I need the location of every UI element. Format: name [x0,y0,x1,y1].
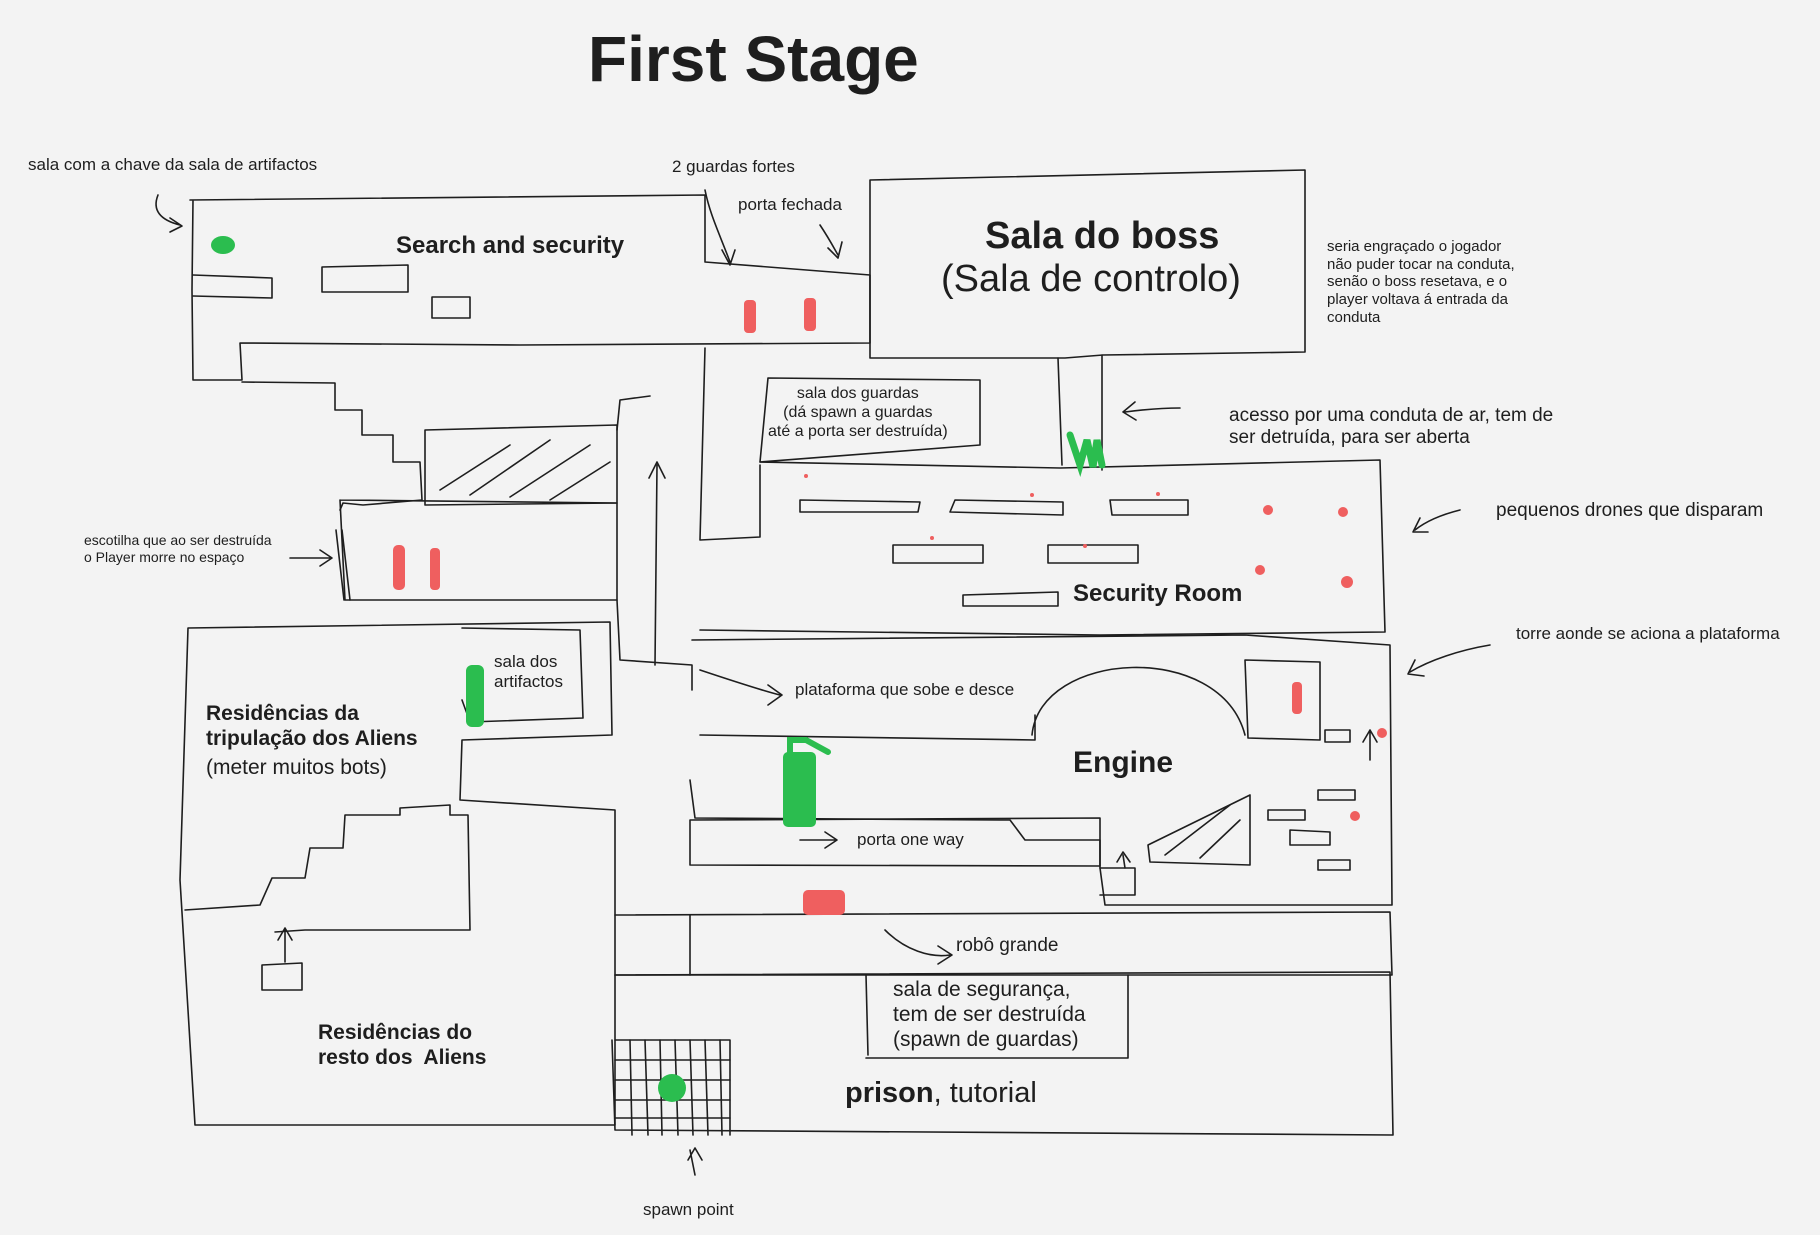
player-spawn [658,1074,686,1102]
note-key-room: sala com a chave da sala de artifactos [28,155,318,174]
note-big-robot: robô grande [956,935,1059,956]
room-security-chamber-label: sala de segurança, tem de ser destruída … [893,978,1086,1051]
tower-guard [1292,682,1302,714]
arrow-key-room [155,194,183,233]
boss-room-outline [869,169,1306,359]
room-boss-subtitle: (Sala de controlo) [941,258,1241,300]
key-item [211,236,235,254]
note-tower: torre aonde se aciona a plataforma [1516,624,1780,643]
artifact-item [466,665,484,727]
prison-bold: prison [845,1077,934,1109]
drone [1255,565,1265,575]
page-title: First Stage [588,23,919,95]
room-other-residences-label: Residências do resto dos Aliens [318,1021,487,1069]
room-prison-label: prison, tutorial [845,1076,1037,1110]
note-air-duct: acesso por uma conduta de ar, tem de ser… [1229,405,1554,449]
search-security-outline [189,194,871,381]
lower-corridor-outline [614,911,1393,976]
room-search-security-label: Search and security [396,232,625,259]
drone [1341,576,1353,588]
drone [1263,505,1273,515]
guards-room-outline [759,377,981,463]
prison-outline [611,971,1394,1136]
stairs-upper [241,381,423,511]
room-crew-residences-label: Residências da tripulação dos Aliens [206,702,418,750]
room-crew-residences-note: (meter muitos bots) [206,756,387,779]
strong-guard [744,300,756,333]
note-spawn-point: spawn point [643,1200,734,1219]
room-artifacts-label: sala dos artifactos [494,652,563,692]
prison-rest: , tutorial [933,1077,1037,1109]
stairs-lower [184,804,471,933]
strong-guard [804,298,816,331]
note-moving-platform: plataforma que sobe e desce [795,680,1015,699]
enemies-layer [393,298,1387,915]
hatch-guard [393,545,405,590]
drone [1338,507,1348,517]
player-items-layer [211,236,1106,1102]
note-drones: pequenos drones que disparam [1496,500,1764,521]
hatched-block [424,424,618,506]
note-strong-guards: 2 guardas fortes [672,157,795,176]
crew-residences-outline [179,621,616,1126]
room-engine-label: Engine [1073,746,1174,779]
moving-platform-lift [783,752,816,827]
note-closed-door: porta fechada [738,195,842,214]
note-boss-behavior: seria engraçado o jogador não puder toca… [1327,238,1515,326]
security-room-outline [699,459,1386,636]
hatch-corridor [339,499,618,601]
duct-access-marker [1066,431,1106,477]
big-robot [803,890,845,915]
note-hatch: escotilha que ao ser destruída o Player … [84,532,272,565]
hatch-guard [430,548,440,590]
room-boss-label: Sala do boss [985,215,1220,257]
note-one-way-door: porta one way [857,830,964,849]
room-security-label: Security Room [1073,580,1243,607]
room-guards-label: sala dos guardas (dá spawn a guardas até… [768,385,948,440]
